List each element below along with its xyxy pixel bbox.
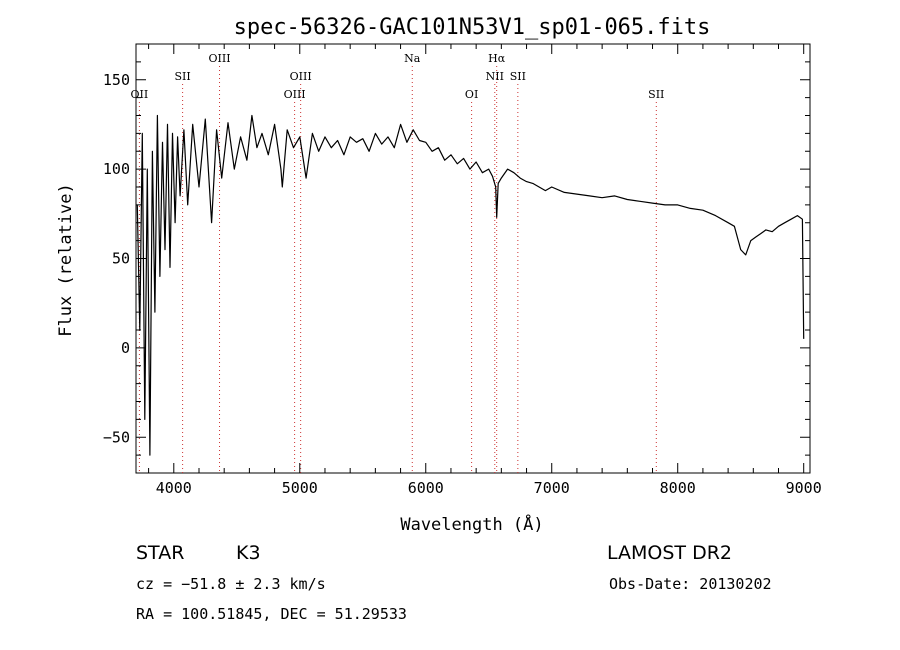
spectrum-series [136,114,805,456]
y-axis-label: Flux (relative) [56,183,76,337]
x-tick-label: 9000 [786,479,822,497]
plot-border [135,43,811,474]
line-marker-label: SII [174,70,190,83]
line-marker-label: Hα [488,52,506,65]
object-subclass: K3 [236,542,261,564]
y-tick-label: 0 [121,339,130,357]
y-tick-label: 50 [112,250,130,268]
x-axis-label: Wavelength (Å) [400,513,543,535]
x-tick-label: 7000 [534,479,570,497]
x-tick-label: 8000 [660,479,696,497]
spectrum-line [136,114,805,456]
line-marker-label: OIII [208,52,230,65]
emission-line-markers: OII SII OIII OIII OIII Na OI Hα NII SII SII [131,52,664,473]
x-tick-label: 5000 [282,479,318,497]
plot-frame [135,43,811,474]
line-marker-label: OI [465,88,478,101]
object-class: STAR [136,542,184,564]
x-tick-label: 4000 [156,479,192,497]
y-tick-label: −50 [103,428,130,446]
line-marker-label: OIII [290,70,312,83]
y-tick-label: 150 [103,71,130,89]
axis-ticks: 4000 5000 6000 7000 8000 9000 −50 0 50 100 150 [103,44,822,497]
observation-date: Obs-Date: 20130202 [609,575,772,593]
chart-title: spec-56326-GAC101N53V1_sp01-065.fits [234,15,711,40]
coordinates: RA = 100.51845, DEC = 51.29533 [136,605,407,623]
line-marker-label: OII [131,88,149,101]
line-marker-label: NII [486,70,504,83]
line-marker-label: SII [510,70,526,83]
line-marker-label: SII [648,88,664,101]
y-tick-label: 100 [103,160,130,178]
line-marker-label: Na [404,52,421,65]
x-tick-label: 6000 [408,479,444,497]
line-marker-label: OIII [284,88,306,101]
redshift-cz: cz = −51.8 ± 2.3 km/s [136,575,326,593]
survey-name: LAMOST DR2 [607,542,732,564]
